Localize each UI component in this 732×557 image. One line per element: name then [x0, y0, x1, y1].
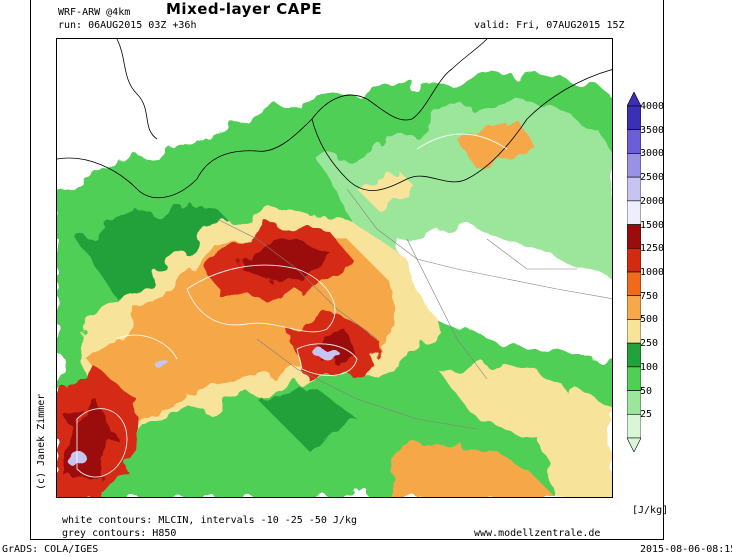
legend-cell	[627, 105, 641, 131]
legend-cell	[627, 200, 641, 225]
legend-label: 250	[640, 338, 659, 350]
legend-cell	[627, 295, 641, 320]
legend-cell	[627, 224, 641, 249]
legend-label: 3000	[640, 148, 665, 160]
legend-cells	[627, 105, 641, 439]
legend-label: 25	[640, 409, 653, 421]
legend-bottom-arrow	[627, 437, 641, 452]
legend-label: 3500	[640, 124, 665, 136]
legend-cell	[627, 271, 641, 297]
grads-label: GrADS: COLA/IGES	[2, 544, 99, 555]
legend-cell	[627, 247, 641, 273]
legend-cell	[627, 342, 641, 368]
legend-cell	[627, 129, 641, 154]
chart-title: Mixed-layer CAPE	[166, 0, 323, 18]
cape-map	[56, 38, 613, 498]
cape-detail-layer	[67, 119, 537, 479]
cape-fill-layer	[57, 69, 612, 497]
color-legend	[627, 92, 641, 452]
legend-label: 4000	[640, 101, 665, 112]
legend-cell	[627, 176, 641, 202]
legend-label: 1500	[640, 219, 665, 231]
legend-label: 100	[640, 361, 659, 373]
map-svg	[57, 39, 612, 497]
legend-label: 1250	[640, 243, 665, 255]
legend-label: 2500	[640, 172, 665, 184]
run-label: run: 06AUG2015 03Z +36h	[58, 20, 197, 31]
legend-unit: [J/kg]	[632, 505, 669, 516]
legend-label: 1000	[640, 267, 665, 278]
legend-label: 750	[640, 290, 659, 302]
timestamp-label: 2015-08-06-08:15	[640, 544, 732, 555]
white-contours-note: white contours: MLCIN, intervals -10 -25…	[62, 515, 358, 526]
legend-cell	[627, 390, 641, 415]
model-label: WRF-ARW @4km	[58, 7, 131, 18]
legend-label: 50	[640, 385, 653, 397]
legend-cell	[627, 413, 641, 439]
coastlines	[57, 39, 612, 198]
valid-label: valid: Fri, 07AUG2015 15Z	[474, 20, 625, 31]
legend-cell	[627, 319, 641, 344]
legend-cell	[627, 366, 641, 391]
website-label: www.modellzentrale.de	[474, 528, 601, 539]
plot-frame	[30, 0, 664, 540]
legend-label: 500	[640, 314, 659, 326]
copyright-label: (c) Janek Zimmer	[36, 393, 47, 490]
mlcin-contours	[76, 133, 508, 478]
grey-contours-note: grey contours: H850	[62, 528, 177, 539]
legend-top-arrow	[627, 92, 641, 107]
legend-label: 2000	[640, 195, 665, 207]
legend-cell	[627, 153, 641, 178]
